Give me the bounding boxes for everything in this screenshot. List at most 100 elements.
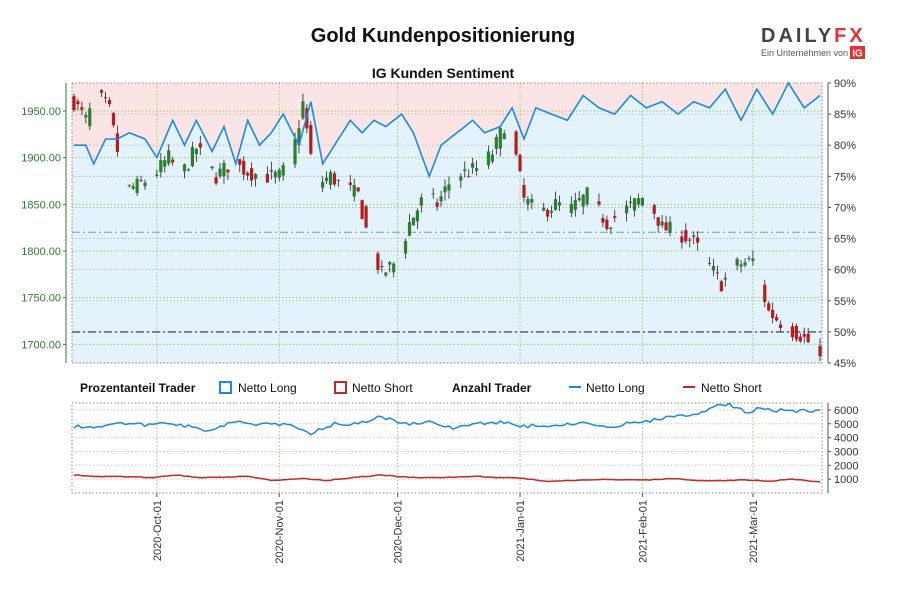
percent-tick-label: 80% (834, 140, 856, 152)
candle-body (771, 309, 775, 318)
candle-body (388, 262, 392, 265)
candle-body (751, 258, 755, 261)
candle-body (88, 108, 92, 127)
candle-body (380, 266, 384, 268)
candle-body (182, 164, 187, 172)
candle-body (269, 169, 273, 172)
candle-body (553, 199, 558, 211)
date-tick-label: 2021-Feb-01 (637, 500, 649, 563)
candle-body (143, 182, 147, 187)
candle-body (214, 177, 218, 184)
chart-subtitle: IG Kunden Sentiment (372, 65, 515, 81)
candle-body (640, 197, 644, 206)
logo-fx: FX (834, 25, 866, 47)
candle-body (692, 235, 696, 238)
candle-body (139, 180, 143, 182)
candle-body (210, 166, 214, 169)
count-tick-label: 6000 (834, 405, 858, 417)
candle-body (80, 107, 84, 110)
candle-body (775, 317, 779, 321)
candle-body (818, 345, 822, 357)
candle-body (226, 169, 230, 173)
legend-long-count-label: Netto Long (586, 381, 645, 395)
candle-body (707, 262, 712, 264)
candle-body (806, 333, 810, 343)
candle-body (447, 184, 451, 191)
date-tick-label: 2021-Mar-01 (748, 500, 760, 563)
short-count-line (73, 474, 821, 483)
candle-body (293, 138, 297, 165)
candle-body (222, 162, 226, 177)
date-tick-label: 2020-Dec-01 (393, 500, 405, 564)
candle-body (238, 159, 242, 165)
candle-body (688, 239, 692, 241)
ig-logo-icon (850, 46, 865, 59)
candle-body (356, 187, 360, 192)
logo-daily: DAILY (761, 25, 834, 47)
candle-body (115, 133, 119, 152)
candle-body (325, 177, 329, 181)
candle-body (403, 240, 408, 254)
candle-body (107, 100, 112, 105)
percent-tick-label: 60% (834, 265, 856, 277)
candle-body (735, 258, 739, 266)
sub-grid (71, 402, 823, 494)
candle-body (577, 198, 581, 201)
legend-short-label: Netto Short (352, 381, 413, 395)
percent-tick-label: 50% (834, 327, 856, 339)
candle-body (265, 173, 269, 183)
candle-body (360, 200, 364, 220)
candle-body (246, 172, 250, 176)
candle-body (155, 174, 159, 176)
candle-body (376, 253, 380, 271)
candle-body (218, 168, 222, 177)
candle-body (392, 263, 396, 273)
price-tick-label: 1900.00 (21, 153, 61, 165)
plot-border (71, 82, 823, 364)
candle-body (490, 154, 494, 162)
candle-body (171, 159, 175, 163)
candle-body (111, 113, 116, 126)
candle-body (696, 237, 700, 243)
candle-body (581, 194, 585, 207)
sentiment-line (74, 81, 821, 179)
percent-tick-label: 45% (834, 358, 856, 370)
candle-body (719, 281, 723, 292)
candle-body (471, 163, 475, 168)
candle-body (778, 324, 783, 328)
date-tick-label: 2021-Jan-01 (515, 500, 527, 562)
legend-long-label: Netto Long (238, 381, 297, 395)
date-tick-label: 2020-Oct-01 (152, 500, 164, 561)
count-tick-label: 4000 (834, 433, 858, 445)
candle-body (131, 186, 135, 189)
candle-body (723, 277, 727, 280)
candle-body (419, 197, 423, 206)
price-chart: 1700.00 1750.00 1800.00 1850.00 1900.00 1950.… (21, 78, 856, 370)
candle-body (668, 221, 672, 233)
candle-body (84, 115, 88, 118)
legend-long-box-icon (219, 381, 232, 394)
candle-body (384, 272, 388, 276)
candle-body (628, 201, 633, 203)
percent-tick-label: 75% (834, 171, 856, 183)
candle-body (72, 96, 76, 111)
candle-body (502, 133, 506, 140)
candle-body (585, 187, 589, 205)
candle-body (336, 179, 341, 181)
candle-body (680, 236, 684, 243)
candle-body (459, 176, 463, 181)
legend-short-count-label: Netto Short (701, 381, 762, 395)
candle-body (605, 219, 609, 230)
candle-body (550, 210, 554, 213)
count-tick-label: 5000 (834, 419, 858, 431)
candle-body (636, 198, 641, 205)
long-zone (72, 83, 822, 363)
dailyfx-logo: DAILYFX Ein Unternehmen von IG (761, 25, 866, 60)
legend-percent-header: Prozentanteil Trader (80, 381, 196, 395)
legend-count-header: Anzahl Trader (452, 381, 532, 395)
price-tick-label: 1800.00 (21, 246, 61, 258)
candle-body (194, 149, 198, 155)
long-count-line (73, 402, 821, 436)
